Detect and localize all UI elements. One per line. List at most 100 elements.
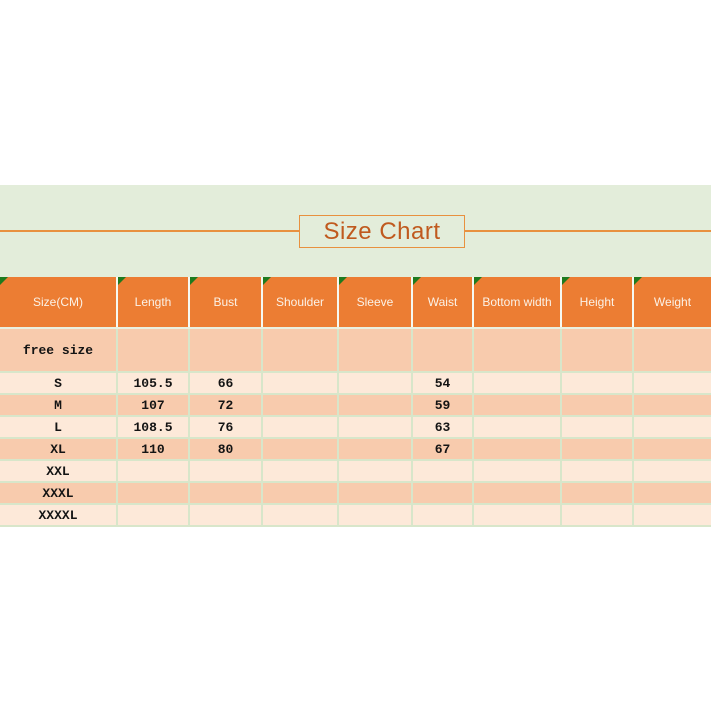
table-row: S 105.5 66 54 — [0, 372, 711, 395]
size-cell: free size — [0, 328, 117, 373]
size-cell: S — [0, 372, 117, 395]
value-cell — [261, 482, 338, 505]
value-cell — [560, 394, 633, 417]
value-cell — [632, 504, 711, 527]
error-indicator-triangle-icon — [634, 277, 642, 285]
value-cell — [337, 460, 412, 483]
value-cell — [632, 482, 711, 505]
value-cell: 54 — [411, 372, 473, 395]
value-cell — [261, 372, 338, 395]
value-cell — [472, 416, 561, 439]
value-cell — [560, 504, 633, 527]
value-cell: 105.5 — [116, 372, 189, 395]
header-cell: Sleeve — [337, 277, 412, 329]
table-row: L 108.5 76 63 — [0, 416, 711, 439]
value-cell — [472, 394, 561, 417]
table-body: free size S 105.5 66 54 M 107 72 59 L 108.5 76 63 XL 1… — [0, 328, 711, 527]
table-row: XXXXL — [0, 504, 711, 527]
value-cell: 76 — [188, 416, 262, 439]
value-cell — [188, 328, 262, 373]
value-cell — [560, 460, 633, 483]
size-cell: XXXXL — [0, 504, 117, 527]
header-cell: Size(CM) — [0, 277, 117, 329]
value-cell — [337, 416, 412, 439]
error-indicator-triangle-icon — [413, 277, 421, 285]
value-cell — [632, 460, 711, 483]
value-cell: 66 — [188, 372, 262, 395]
table-row: M 107 72 59 — [0, 394, 711, 417]
value-cell — [337, 482, 412, 505]
value-cell — [560, 438, 633, 461]
value-cell — [632, 328, 711, 373]
header-cell: Waist — [411, 277, 473, 329]
title-box: Size Chart — [299, 215, 465, 248]
header-cell: Bottom width — [472, 277, 561, 329]
size-cell: M — [0, 394, 117, 417]
value-cell: 72 — [188, 394, 262, 417]
value-cell — [261, 438, 338, 461]
value-cell — [472, 328, 561, 373]
error-indicator-triangle-icon — [263, 277, 271, 285]
value-cell: 108.5 — [116, 416, 189, 439]
value-cell — [261, 460, 338, 483]
value-cell — [116, 328, 189, 373]
value-cell — [411, 460, 473, 483]
value-cell — [261, 394, 338, 417]
value-cell — [116, 460, 189, 483]
table-row: XXL — [0, 460, 711, 483]
value-cell — [411, 504, 473, 527]
value-cell: 63 — [411, 416, 473, 439]
error-indicator-triangle-icon — [118, 277, 126, 285]
value-cell — [337, 438, 412, 461]
value-cell — [261, 504, 338, 527]
header-cell: Weight — [632, 277, 711, 329]
table-row: XXXL — [0, 482, 711, 505]
value-cell — [188, 482, 262, 505]
header-cell: Height — [560, 277, 633, 329]
value-cell — [188, 504, 262, 527]
value-cell — [472, 504, 561, 527]
error-indicator-triangle-icon — [190, 277, 198, 285]
value-cell — [560, 482, 633, 505]
value-cell — [472, 460, 561, 483]
value-cell — [632, 394, 711, 417]
header-cell: Length — [116, 277, 189, 329]
value-cell — [560, 328, 633, 373]
value-cell — [632, 372, 711, 395]
value-cell — [337, 504, 412, 527]
value-cell — [472, 438, 561, 461]
size-cell: XXL — [0, 460, 117, 483]
value-cell: 80 — [188, 438, 262, 461]
table-row: XL 110 80 67 — [0, 438, 711, 461]
value-cell — [337, 328, 412, 373]
value-cell — [411, 328, 473, 373]
error-indicator-triangle-icon — [562, 277, 570, 285]
value-cell — [116, 504, 189, 527]
value-cell — [337, 372, 412, 395]
error-indicator-triangle-icon — [474, 277, 482, 285]
table-row: free size — [0, 328, 711, 373]
value-cell — [188, 460, 262, 483]
value-cell — [560, 416, 633, 439]
value-cell: 107 — [116, 394, 189, 417]
size-cell: XXXL — [0, 482, 117, 505]
error-indicator-triangle-icon — [339, 277, 347, 285]
value-cell — [560, 372, 633, 395]
value-cell — [261, 328, 338, 373]
page-title: Size Chart — [323, 217, 441, 245]
value-cell — [116, 482, 189, 505]
size-cell: XL — [0, 438, 117, 461]
value-cell — [337, 394, 412, 417]
header-cell: Shoulder — [261, 277, 338, 329]
value-cell — [411, 482, 473, 505]
size-cell: L — [0, 416, 117, 439]
error-indicator-triangle-icon — [0, 277, 8, 285]
value-cell: 59 — [411, 394, 473, 417]
value-cell: 67 — [411, 438, 473, 461]
value-cell — [472, 482, 561, 505]
value-cell — [632, 438, 711, 461]
table-header-row: Size(CM) Length Bust Shoulder Sleeve Waist Bot… — [0, 277, 711, 329]
value-cell — [261, 416, 338, 439]
header-cell: Bust — [188, 277, 262, 329]
size-chart-table: Size(CM) Length Bust Shoulder Sleeve Waist Bot… — [0, 277, 711, 527]
